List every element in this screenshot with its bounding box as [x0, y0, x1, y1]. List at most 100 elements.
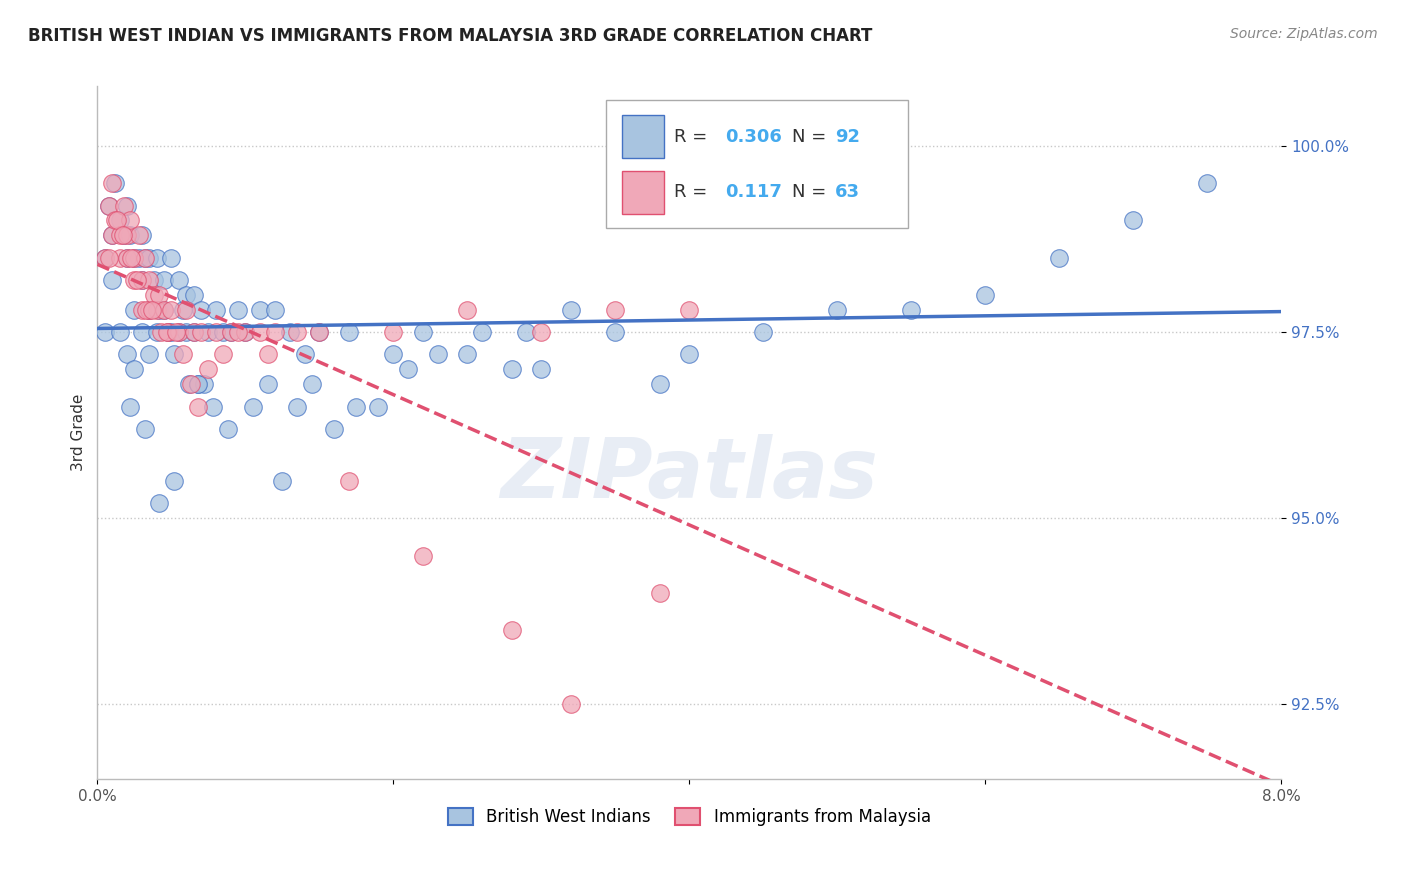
- Point: [190, 325, 212, 339]
- Text: 92: 92: [835, 128, 860, 146]
- Point: [163, 474, 186, 488]
- Point: [124, 251, 146, 265]
- Point: [148, 496, 170, 510]
- Point: [94, 251, 117, 265]
- Point: [128, 228, 150, 243]
- Legend: British West Indians, Immigrants from Malaysia: British West Indians, Immigrants from Ma…: [441, 801, 938, 833]
- Point: [515, 325, 537, 339]
- Point: [172, 302, 194, 317]
- Point: [256, 347, 278, 361]
- Point: [197, 325, 219, 339]
- Point: [105, 213, 128, 227]
- Point: [278, 325, 301, 339]
- Point: [187, 400, 209, 414]
- Point: [104, 213, 127, 227]
- Point: [678, 347, 700, 361]
- Point: [138, 347, 160, 361]
- Point: [98, 198, 121, 212]
- Point: [183, 288, 205, 302]
- Point: [167, 273, 190, 287]
- Point: [294, 347, 316, 361]
- Point: [337, 474, 360, 488]
- Point: [560, 302, 582, 317]
- Point: [172, 347, 194, 361]
- Point: [118, 400, 141, 414]
- Point: [131, 273, 153, 287]
- Point: [204, 325, 226, 339]
- Point: [233, 325, 256, 339]
- Point: [605, 302, 627, 317]
- Point: [678, 302, 700, 317]
- Point: [134, 251, 156, 265]
- FancyBboxPatch shape: [621, 171, 665, 214]
- Point: [112, 228, 135, 243]
- Point: [131, 325, 153, 339]
- Point: [120, 251, 142, 265]
- Text: 63: 63: [835, 184, 860, 202]
- Text: 0.306: 0.306: [724, 128, 782, 146]
- Text: 0.117: 0.117: [724, 184, 782, 202]
- FancyBboxPatch shape: [621, 115, 665, 159]
- Text: Source: ZipAtlas.com: Source: ZipAtlas.com: [1230, 27, 1378, 41]
- Point: [153, 302, 176, 317]
- Point: [233, 325, 256, 339]
- Point: [648, 586, 671, 600]
- Point: [138, 302, 160, 317]
- Point: [187, 377, 209, 392]
- Point: [124, 251, 146, 265]
- Point: [115, 251, 138, 265]
- Point: [1197, 176, 1219, 190]
- Point: [94, 251, 117, 265]
- Point: [412, 549, 434, 563]
- Point: [501, 623, 523, 637]
- Text: ZIPatlas: ZIPatlas: [501, 434, 879, 515]
- Point: [187, 377, 209, 392]
- Point: [974, 288, 997, 302]
- Point: [163, 347, 186, 361]
- Point: [308, 325, 330, 339]
- Point: [174, 325, 197, 339]
- Point: [111, 228, 134, 243]
- Point: [115, 347, 138, 361]
- Point: [285, 400, 308, 414]
- Point: [382, 347, 405, 361]
- FancyBboxPatch shape: [606, 100, 908, 228]
- Point: [256, 377, 278, 392]
- Point: [337, 325, 360, 339]
- Point: [193, 377, 215, 392]
- Point: [124, 302, 146, 317]
- Point: [101, 176, 124, 190]
- Point: [219, 325, 242, 339]
- Point: [323, 422, 346, 436]
- Y-axis label: 3rd Grade: 3rd Grade: [72, 394, 86, 471]
- Text: N =: N =: [792, 128, 827, 146]
- Point: [138, 273, 160, 287]
- Point: [98, 251, 121, 265]
- Point: [308, 325, 330, 339]
- Point: [108, 228, 131, 243]
- Point: [242, 400, 264, 414]
- Point: [149, 325, 172, 339]
- Point: [108, 251, 131, 265]
- Point: [167, 325, 190, 339]
- Point: [145, 302, 167, 317]
- Point: [344, 400, 367, 414]
- Point: [1047, 251, 1070, 265]
- Point: [112, 198, 135, 212]
- Point: [648, 377, 671, 392]
- Point: [190, 302, 212, 317]
- Point: [530, 325, 553, 339]
- Point: [264, 302, 287, 317]
- Point: [301, 377, 323, 392]
- Point: [148, 288, 170, 302]
- Text: R =: R =: [673, 128, 713, 146]
- Point: [174, 302, 197, 317]
- Point: [148, 302, 170, 317]
- Point: [426, 347, 449, 361]
- Point: [249, 325, 271, 339]
- Point: [98, 198, 121, 212]
- Point: [108, 213, 131, 227]
- Point: [157, 325, 180, 339]
- Point: [160, 251, 183, 265]
- Point: [141, 302, 163, 317]
